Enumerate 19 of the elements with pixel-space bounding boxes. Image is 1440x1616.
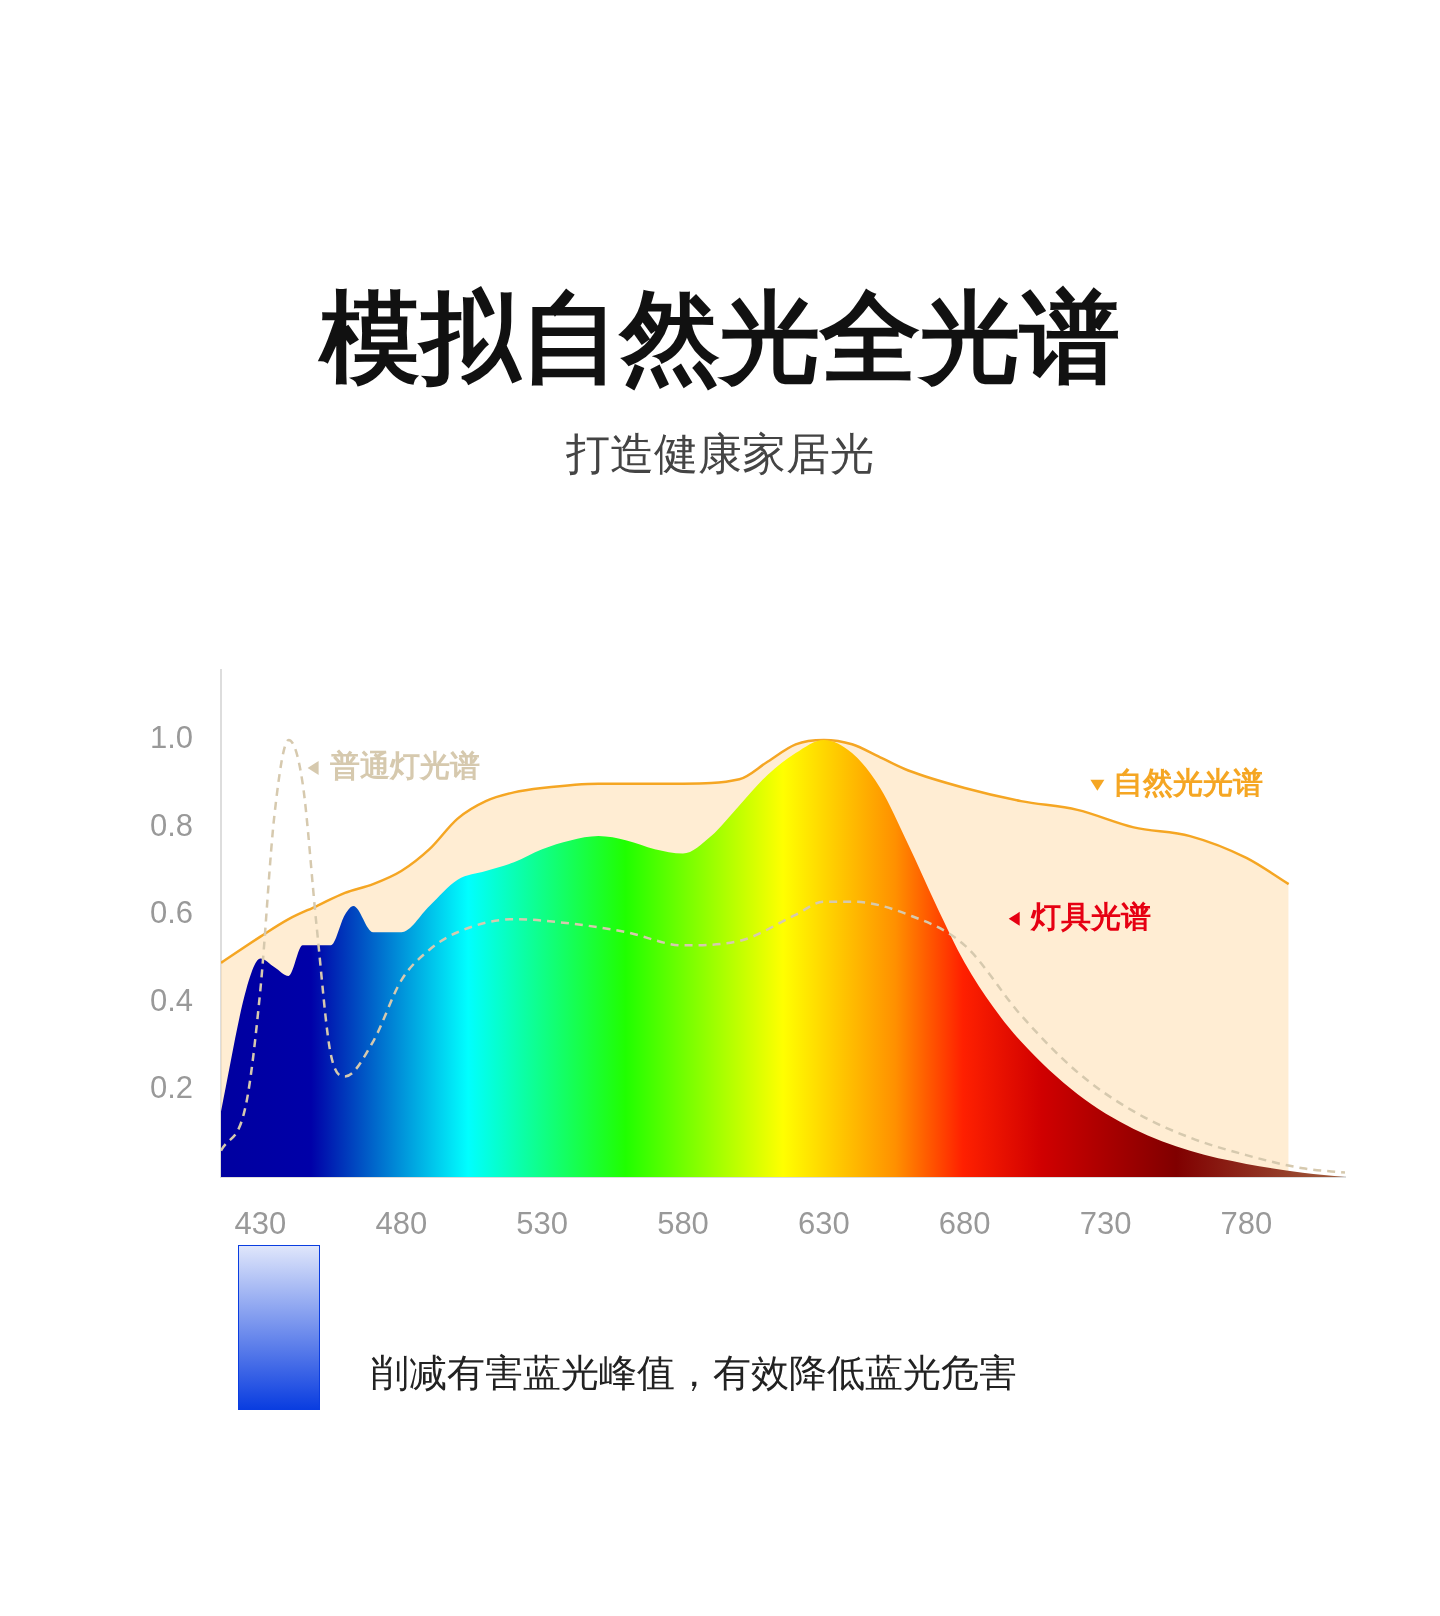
x-tick-label: 730 xyxy=(1079,1206,1132,1242)
y-tick-label: 0.8 xyxy=(149,807,193,843)
legend-label: 自然光光谱 xyxy=(1113,764,1264,800)
x-tick-label: 680 xyxy=(938,1206,991,1242)
text: 削减有害蓝光峰值，有效降低蓝光危害 xyxy=(371,1350,1017,1397)
y-tick-label: 0.4 xyxy=(149,982,193,1018)
y-tick-label: 0.2 xyxy=(149,1070,193,1106)
y-tick-label: 1.0 xyxy=(149,720,193,756)
chart-subtitle: 打造健康家居光 xyxy=(565,427,875,481)
x-tick-label: 430 xyxy=(234,1206,287,1242)
y-tick-label: 0.6 xyxy=(149,895,193,931)
x-tick-label: 630 xyxy=(797,1206,850,1242)
x-tick-label: 530 xyxy=(516,1206,569,1242)
x-tick-label: 780 xyxy=(1220,1206,1273,1242)
legend-label: 普通灯光谱 xyxy=(329,747,480,783)
chart-title: 模拟自然光全光谱 xyxy=(317,278,1121,398)
x-tick-label: 580 xyxy=(657,1206,709,1242)
x-tick-label: 480 xyxy=(375,1206,428,1242)
legend-label: 灯具光谱 xyxy=(1029,898,1151,934)
